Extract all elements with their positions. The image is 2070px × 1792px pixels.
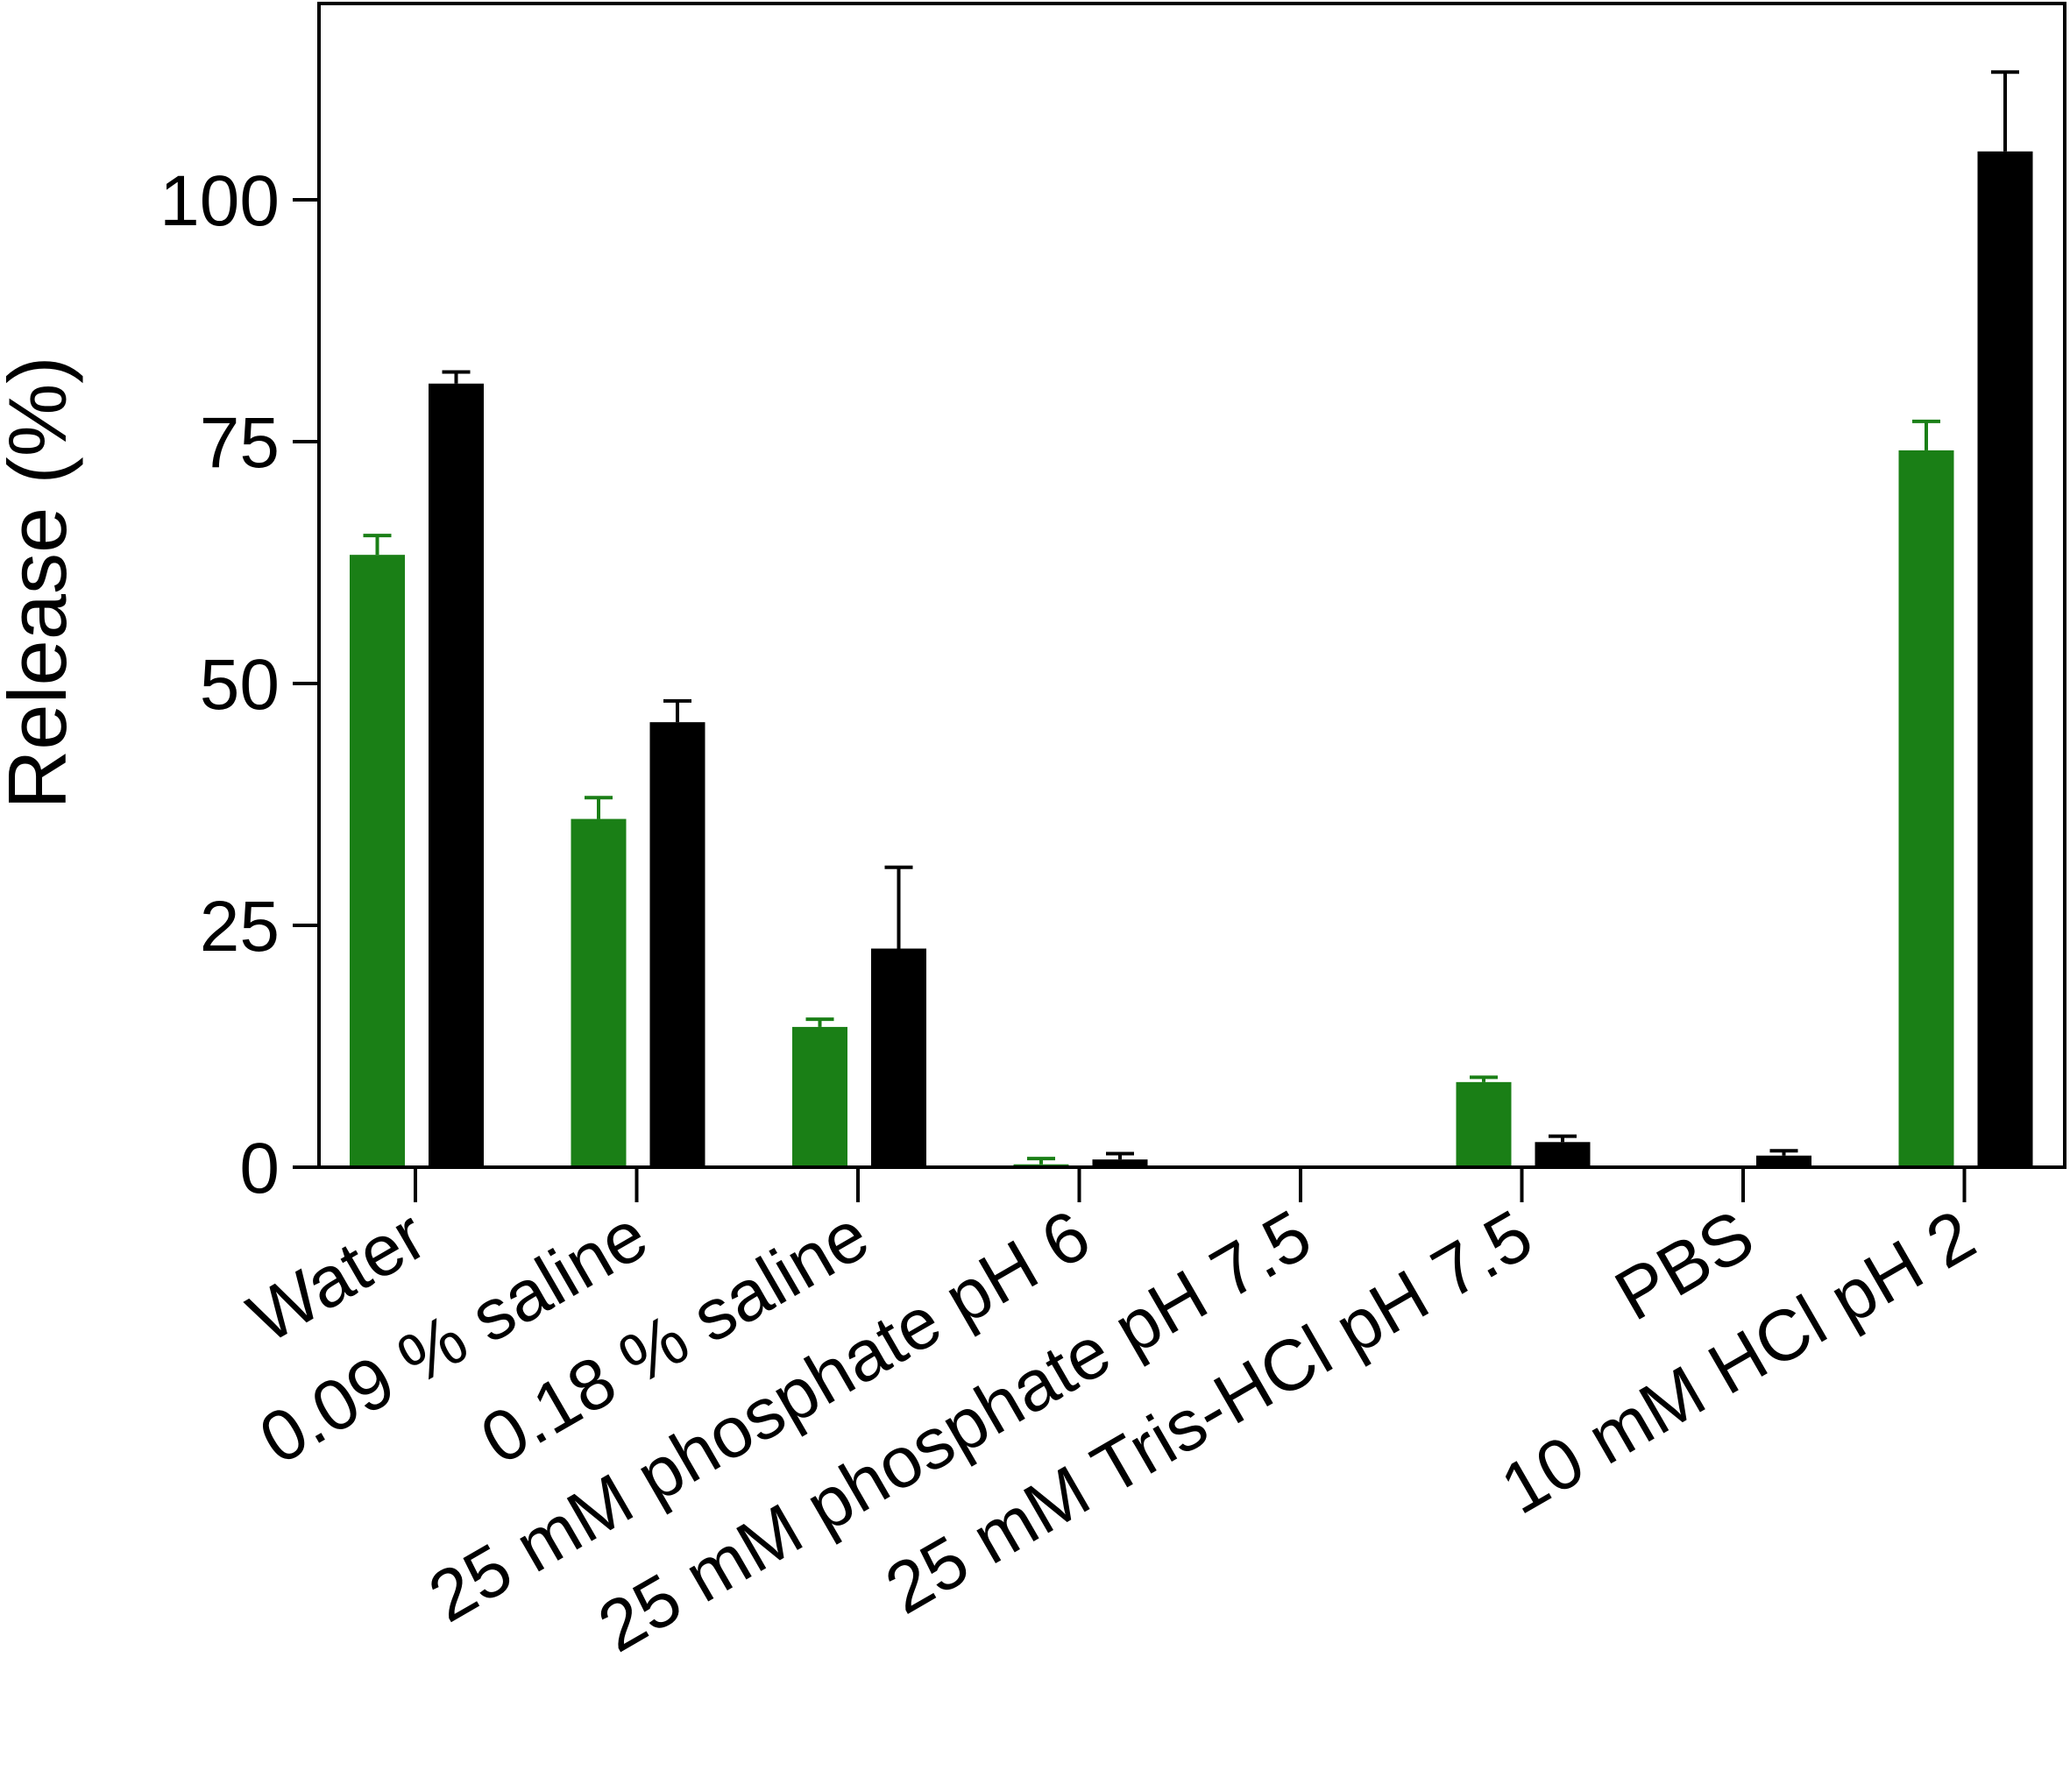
bar [571, 818, 627, 1167]
bar [1977, 151, 2033, 1167]
bar [1898, 450, 1954, 1167]
bar [1756, 1155, 1811, 1167]
y-axis-title: Release (%) [0, 356, 83, 809]
y-axis-ticks: 0 25 50 75 100 [160, 161, 319, 1208]
plot-area [350, 70, 2033, 1167]
bar [649, 722, 705, 1167]
y-tick-label: 75 [200, 403, 280, 483]
bar [1092, 1159, 1148, 1167]
bar [792, 1026, 847, 1167]
y-tick-label: 25 [200, 887, 280, 967]
bar [1535, 1142, 1591, 1167]
plot-frame [317, 2, 2066, 1169]
bar [429, 383, 484, 1167]
bar [1456, 1081, 1512, 1167]
bar [871, 948, 926, 1167]
y-tick-label: 0 [239, 1129, 280, 1208]
bar [350, 555, 405, 1167]
y-tick-label: 100 [160, 161, 280, 241]
y-tick-label: 50 [200, 645, 280, 725]
